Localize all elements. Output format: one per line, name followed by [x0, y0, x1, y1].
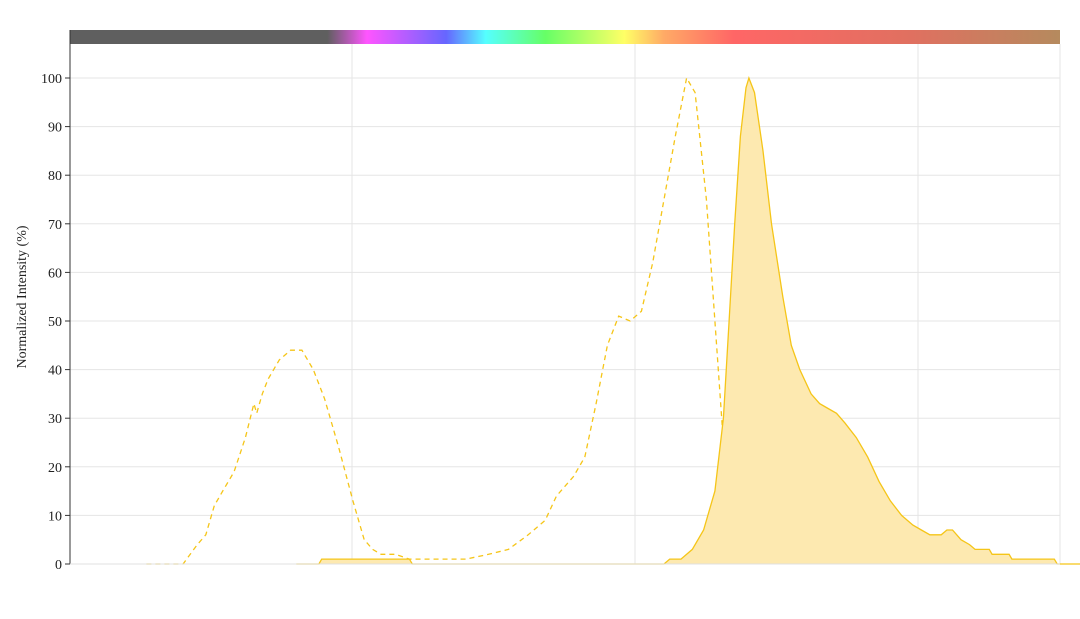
y-tick-label: 0 — [55, 558, 62, 573]
spectrum-color-bar — [70, 30, 1060, 44]
y-tick-label: 50 — [48, 315, 62, 330]
y-tick-label: 70 — [48, 218, 62, 233]
y-axis-label: Normalized Intensity (%) — [15, 225, 30, 368]
y-tick-label: 60 — [48, 266, 62, 281]
y-tick-label: 10 — [48, 509, 62, 524]
y-tick-label: 30 — [48, 412, 62, 427]
axes: 0 10 20 30 40 50 60 70 80 90 100 — [41, 30, 1060, 573]
excitation-dashed-line — [146, 76, 778, 565]
y-tick-label: 90 — [48, 121, 62, 136]
y-tick-label: 100 — [41, 72, 62, 87]
y-tick-label: 40 — [48, 364, 62, 379]
y-tick-label: 80 — [48, 169, 62, 184]
y-tick-label: 20 — [48, 461, 62, 476]
